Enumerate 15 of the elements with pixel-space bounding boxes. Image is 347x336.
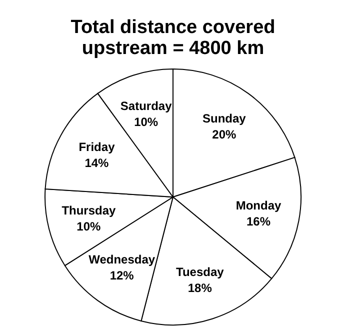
slice-label: Sunday — [202, 112, 246, 126]
data-label: 16% — [246, 214, 271, 228]
data-label: 12% — [110, 268, 134, 282]
data-label: 10% — [134, 115, 158, 130]
data-label: 20% — [212, 128, 236, 142]
data-label: 10% — [76, 220, 102, 234]
chart-title: Total distance covered upstream = 4800 km — [70, 17, 276, 59]
data-label: 18% — [188, 280, 212, 295]
slice-label: Thursday — [62, 204, 116, 218]
slice-label: Friday — [78, 140, 116, 154]
data-label: 14% — [84, 156, 110, 170]
slice-label: Wednesday — [88, 252, 156, 266]
slice-label: Monday — [236, 198, 282, 212]
slice-label: Saturday — [120, 99, 172, 114]
slice-label: Tuesday — [176, 264, 224, 279]
